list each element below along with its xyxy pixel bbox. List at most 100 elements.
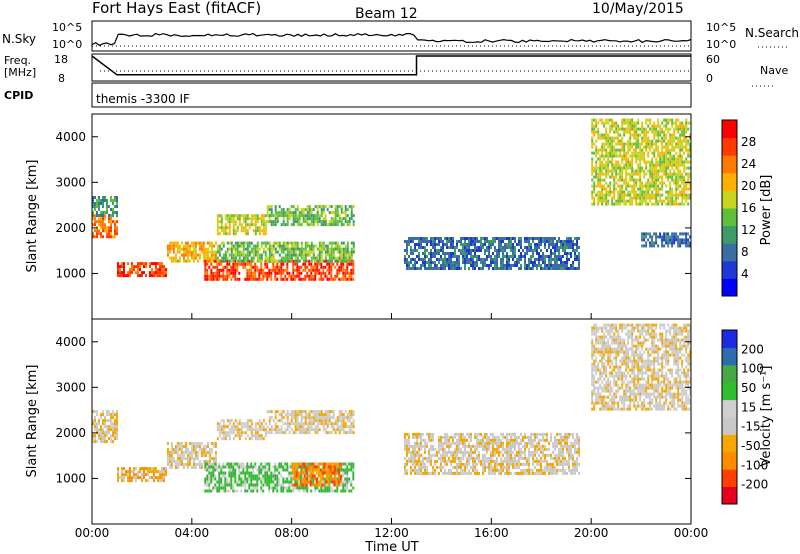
range-cell <box>304 262 307 266</box>
range-cell <box>404 465 406 469</box>
range-cell <box>94 416 96 420</box>
range-cell <box>218 486 221 490</box>
range-cell <box>220 256 223 260</box>
range-cell <box>462 258 464 261</box>
range-cell <box>625 127 628 131</box>
range-cell <box>619 166 622 170</box>
range-cell <box>278 471 281 475</box>
range-cell <box>327 483 330 487</box>
range-cell <box>332 223 335 227</box>
range-cell <box>687 148 690 152</box>
range-cell <box>605 142 608 146</box>
range-cell <box>348 489 351 493</box>
range-cell <box>186 247 189 251</box>
range-cell <box>540 264 542 267</box>
range-cell <box>172 460 175 463</box>
range-cell <box>104 437 106 441</box>
range-cell <box>133 473 135 477</box>
range-cell <box>685 127 688 131</box>
range-cell <box>232 244 235 248</box>
range-cell <box>137 271 139 275</box>
range-cell <box>228 462 231 466</box>
range-cell <box>452 255 454 258</box>
range-cell <box>603 178 606 182</box>
range-cell <box>98 205 100 208</box>
range-cell <box>593 124 596 128</box>
range-cell <box>667 163 670 167</box>
range-cell <box>643 199 646 203</box>
range-cell <box>230 268 233 272</box>
range-cell <box>222 277 225 281</box>
range-cell <box>637 142 640 146</box>
range-cell <box>92 434 94 438</box>
range-cell <box>206 480 209 484</box>
range-cell <box>454 261 456 264</box>
range-cell <box>322 413 325 417</box>
range-cell <box>178 244 181 248</box>
range-cell <box>176 244 179 248</box>
range-cell <box>574 249 576 252</box>
cpid-label: CPID <box>4 89 33 102</box>
range-cell <box>232 265 235 269</box>
range-cell <box>416 267 418 270</box>
range-cell <box>244 425 247 429</box>
range-cell <box>653 142 656 146</box>
range-cell <box>498 252 500 255</box>
range-cell <box>603 157 606 161</box>
range-cell <box>484 261 486 264</box>
range-cell <box>250 419 253 423</box>
range-cell <box>270 274 273 278</box>
range-cell <box>200 454 203 457</box>
range-cell <box>163 268 165 272</box>
range-cell <box>248 259 251 263</box>
y-tick-label: 4000 <box>55 130 86 144</box>
range-cell <box>218 268 221 272</box>
range-cell <box>412 435 414 439</box>
range-cell <box>671 238 674 242</box>
range-cell <box>332 220 335 224</box>
range-cell <box>657 139 660 143</box>
range-cell <box>170 463 173 466</box>
range-cell <box>348 274 351 278</box>
range-cell <box>194 247 197 251</box>
range-cell <box>262 220 265 224</box>
range-cell <box>335 483 338 487</box>
range-cell <box>637 157 640 161</box>
range-cell <box>675 238 678 242</box>
range-cell <box>338 244 341 248</box>
range-cell <box>234 271 237 275</box>
range-cell <box>238 214 241 218</box>
range-cell <box>302 259 305 263</box>
range-cell <box>689 175 692 179</box>
range-cell <box>308 268 311 272</box>
range-cell <box>192 457 195 460</box>
range-cell <box>337 468 340 472</box>
range-cell <box>492 252 494 255</box>
range-cell <box>143 265 145 269</box>
range-cell <box>566 240 568 243</box>
range-cell <box>534 237 536 240</box>
range-cell <box>352 465 355 469</box>
range-cell <box>174 244 177 248</box>
range-cell <box>238 262 241 266</box>
range-cell <box>498 237 500 240</box>
range-cell <box>615 163 618 167</box>
range-cell <box>226 419 229 423</box>
range-cell <box>312 268 315 272</box>
range-cell <box>446 444 448 448</box>
range-cell <box>288 253 291 257</box>
range-cell <box>502 255 504 258</box>
range-cell <box>168 454 171 457</box>
range-cell <box>268 268 271 272</box>
range-cell <box>438 465 440 469</box>
range-cell <box>224 437 227 441</box>
range-cell <box>155 470 157 474</box>
range-cell <box>643 184 646 188</box>
range-cell <box>446 462 448 466</box>
range-cell <box>617 199 620 203</box>
range-cell <box>482 261 484 264</box>
range-cell <box>406 462 408 466</box>
range-cell <box>643 232 646 236</box>
range-cell <box>260 489 263 493</box>
range-cell <box>645 163 648 167</box>
